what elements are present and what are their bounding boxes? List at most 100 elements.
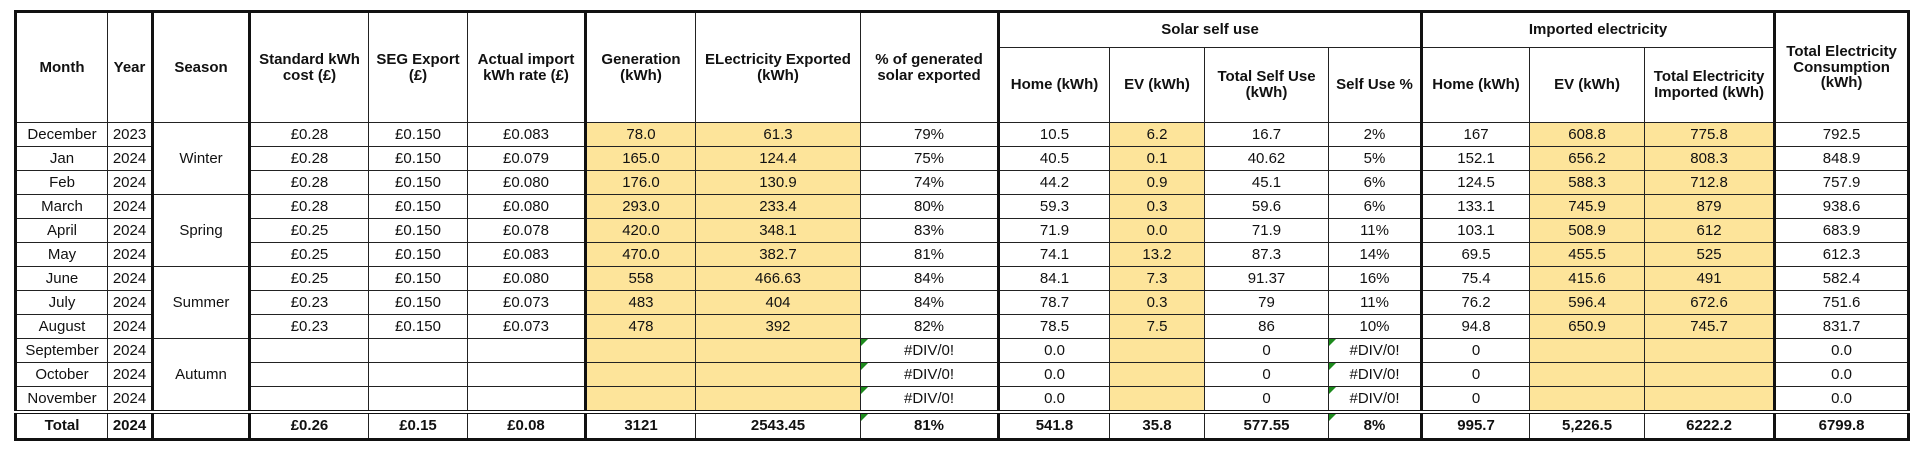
self-pct-cell[interactable]: 6%: [1327, 170, 1424, 195]
rate-cell[interactable]: [467, 362, 587, 387]
generation-cell[interactable]: 420.0: [585, 218, 696, 243]
imp-home-cell[interactable]: 69.5: [1421, 242, 1531, 267]
self-ev-cell[interactable]: [1109, 338, 1205, 363]
total-consumption-cell[interactable]: 757.9: [1774, 170, 1910, 195]
year-cell[interactable]: 2024: [107, 338, 154, 363]
imp-ev-cell[interactable]: 508.9: [1529, 218, 1646, 243]
season-cell[interactable]: Winter: [152, 122, 251, 195]
self-pct-cell[interactable]: 11%: [1327, 218, 1424, 243]
total-seg[interactable]: £0.15: [368, 410, 468, 440]
imp-total-cell[interactable]: 775.8: [1644, 122, 1777, 147]
rate-cell[interactable]: [467, 338, 587, 363]
exported-cell[interactable]: 392: [695, 314, 861, 339]
total-consumption-cell[interactable]: 848.9: [1774, 146, 1910, 171]
header-total-consumption[interactable]: Total Electricity Consumption (kWh): [1774, 11, 1910, 123]
self-total-cell[interactable]: 71.9: [1204, 218, 1329, 243]
pct-exported-cell[interactable]: 81%: [860, 242, 1000, 267]
header-season[interactable]: Season: [152, 11, 251, 123]
self-total-cell[interactable]: 87.3: [1204, 242, 1329, 267]
seg-cell[interactable]: £0.150: [368, 218, 468, 243]
month-cell[interactable]: December: [15, 122, 108, 147]
imp-home-cell[interactable]: 0: [1421, 362, 1531, 387]
total-consumption-cell[interactable]: 792.5: [1774, 122, 1910, 147]
cost-cell[interactable]: £0.23: [249, 290, 369, 315]
self-total-cell[interactable]: 0: [1204, 386, 1329, 413]
year-cell[interactable]: 2024: [107, 266, 154, 291]
self-ev-cell[interactable]: 6.2: [1109, 122, 1205, 147]
imp-home-cell[interactable]: 133.1: [1421, 194, 1531, 219]
total-label[interactable]: Total: [15, 410, 108, 440]
generation-cell[interactable]: 478: [585, 314, 696, 339]
total-consumption-cell[interactable]: 683.9: [1774, 218, 1910, 243]
header-group-imported[interactable]: Imported electricity: [1421, 11, 1777, 48]
year-cell[interactable]: 2024: [107, 290, 154, 315]
total-consumption-cell[interactable]: 612.3: [1774, 242, 1910, 267]
month-cell[interactable]: April: [15, 218, 108, 243]
imp-ev-cell[interactable]: 588.3: [1529, 170, 1646, 195]
imp-total-cell[interactable]: [1644, 386, 1777, 413]
total-pct-exported[interactable]: 81%: [860, 410, 1000, 440]
seg-cell[interactable]: £0.150: [368, 122, 468, 147]
rate-cell[interactable]: £0.080: [467, 170, 587, 195]
imp-total-cell[interactable]: 712.8: [1644, 170, 1777, 195]
generation-cell[interactable]: 483: [585, 290, 696, 315]
total-imp-total[interactable]: 6222.2: [1644, 410, 1777, 440]
total-generation[interactable]: 3121: [585, 410, 696, 440]
cost-cell[interactable]: £0.25: [249, 266, 369, 291]
total-consumption-cell[interactable]: 831.7: [1774, 314, 1910, 339]
rate-cell[interactable]: £0.080: [467, 194, 587, 219]
self-home-cell[interactable]: 74.1: [998, 242, 1110, 267]
month-cell[interactable]: Jan: [15, 146, 108, 171]
year-cell[interactable]: 2024: [107, 386, 154, 413]
total-consumption-cell[interactable]: 0.0: [1774, 362, 1910, 387]
self-pct-cell[interactable]: 5%: [1327, 146, 1424, 171]
total-self-ev[interactable]: 35.8: [1109, 410, 1205, 440]
month-cell[interactable]: July: [15, 290, 108, 315]
generation-cell[interactable]: [585, 386, 696, 413]
self-total-cell[interactable]: 0: [1204, 362, 1329, 387]
self-pct-cell[interactable]: 14%: [1327, 242, 1424, 267]
seg-cell[interactable]: [368, 338, 468, 363]
generation-cell[interactable]: 470.0: [585, 242, 696, 267]
rate-cell[interactable]: £0.078: [467, 218, 587, 243]
self-pct-cell[interactable]: #DIV/0!: [1327, 362, 1424, 387]
exported-cell[interactable]: [695, 338, 861, 363]
imp-total-cell[interactable]: 525: [1644, 242, 1777, 267]
month-cell[interactable]: October: [15, 362, 108, 387]
self-ev-cell[interactable]: [1109, 386, 1205, 413]
seg-cell[interactable]: [368, 362, 468, 387]
header-seg-export[interactable]: SEG Export (£): [368, 11, 468, 123]
header-generation[interactable]: Generation (kWh): [585, 11, 696, 123]
total-consumption[interactable]: 6799.8: [1774, 410, 1910, 440]
imp-ev-cell[interactable]: 650.9: [1529, 314, 1646, 339]
total-consumption-cell[interactable]: 0.0: [1774, 338, 1910, 363]
header-self-ev[interactable]: EV (kWh): [1109, 47, 1205, 123]
imp-ev-cell[interactable]: [1529, 338, 1646, 363]
rate-cell[interactable]: £0.079: [467, 146, 587, 171]
imp-home-cell[interactable]: 75.4: [1421, 266, 1531, 291]
seg-cell[interactable]: £0.150: [368, 290, 468, 315]
header-actual-import-rate[interactable]: Actual import kWh rate (£): [467, 11, 587, 123]
season-cell[interactable]: Spring: [152, 194, 251, 267]
self-home-cell[interactable]: 40.5: [998, 146, 1110, 171]
self-pct-cell[interactable]: 16%: [1327, 266, 1424, 291]
cost-cell[interactable]: [249, 362, 369, 387]
season-cell[interactable]: Autumn: [152, 338, 251, 413]
self-pct-cell[interactable]: 2%: [1327, 122, 1424, 147]
month-cell[interactable]: June: [15, 266, 108, 291]
imp-ev-cell[interactable]: 656.2: [1529, 146, 1646, 171]
pct-exported-cell[interactable]: 83%: [860, 218, 1000, 243]
self-total-cell[interactable]: 40.62: [1204, 146, 1329, 171]
self-ev-cell[interactable]: 0.1: [1109, 146, 1205, 171]
pct-exported-cell[interactable]: 75%: [860, 146, 1000, 171]
header-imp-total[interactable]: Total Electricity Imported (kWh): [1644, 47, 1777, 123]
self-home-cell[interactable]: 71.9: [998, 218, 1110, 243]
total-season[interactable]: [152, 410, 251, 440]
seg-cell[interactable]: £0.150: [368, 314, 468, 339]
imp-home-cell[interactable]: 94.8: [1421, 314, 1531, 339]
year-cell[interactable]: 2024: [107, 218, 154, 243]
imp-ev-cell[interactable]: 455.5: [1529, 242, 1646, 267]
pct-exported-cell[interactable]: 84%: [860, 290, 1000, 315]
generation-cell[interactable]: 293.0: [585, 194, 696, 219]
year-cell[interactable]: 2024: [107, 362, 154, 387]
